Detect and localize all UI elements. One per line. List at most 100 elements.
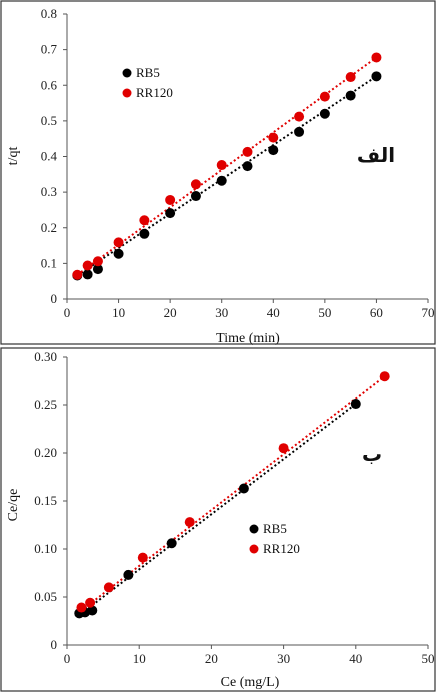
x-tick-label: 0 (64, 651, 71, 666)
data-points (72, 52, 382, 281)
x-tick-label: 60 (370, 305, 383, 320)
data-point-rb5 (139, 228, 150, 239)
data-point-rr120 (113, 237, 124, 248)
chart-panel-2: 0 10 20 30 40 50 0 0.05 0.10 0.15 0.20 0.25 0.30 Ce… (0, 347, 436, 692)
y-tick-label: 0.3 (41, 184, 57, 199)
data-point-rr120 (139, 215, 150, 226)
y-tick-label: 0.05 (34, 589, 57, 604)
x-tick-label: 40 (349, 651, 362, 666)
panel-label: الف (357, 143, 395, 167)
legend-label-rr120: RR120 (136, 85, 173, 100)
legend: RB5 RR120 (249, 521, 300, 556)
data-point-rr120 (103, 582, 114, 593)
legend-marker-rb5 (122, 68, 132, 78)
legend-label-rb5: RB5 (136, 65, 160, 80)
y-tick-label: 0.15 (34, 493, 57, 508)
data-point-rr120 (137, 552, 148, 563)
y-tick-label: 0.30 (34, 349, 57, 364)
trendline-rb5 (77, 403, 357, 617)
data-point-rr120 (242, 146, 253, 157)
data-point-rb5 (238, 483, 249, 494)
data-point-rb5 (123, 569, 134, 580)
y-tick-label: 0 (51, 291, 58, 306)
data-point-rb5 (350, 399, 361, 410)
plot-frame (0, 0, 436, 345)
data-point-rr120 (190, 179, 201, 190)
y-tick-label: 0.4 (41, 149, 58, 164)
y-tick-label: 0.2 (41, 220, 57, 235)
x-tick-label: 40 (267, 305, 280, 320)
trendline-rr120 (77, 375, 386, 615)
y-tick-label: 0.7 (41, 42, 58, 57)
data-point-rr120 (72, 269, 83, 280)
data-point-rb5 (190, 191, 201, 202)
x-tick-label: 30 (215, 305, 228, 320)
data-point-rr120 (76, 602, 87, 613)
x-tick-label: 30 (277, 651, 290, 666)
y-tick-label: 0.5 (41, 113, 57, 128)
y-tick-label: 0.6 (41, 77, 58, 92)
data-point-rb5 (294, 126, 305, 137)
legend-marker-rb5 (249, 524, 259, 534)
y-axis: 0 0.05 0.10 0.15 0.20 0.25 0.30 (34, 349, 68, 652)
x-tick-label: 50 (422, 651, 435, 666)
panel-label: ب (362, 442, 382, 466)
plot-frame (0, 347, 436, 692)
x-tick-label: 50 (318, 305, 331, 320)
x-axis: 0 10 20 30 40 50 60 70 (64, 298, 435, 320)
y-tick-label: 0.20 (34, 445, 57, 460)
data-point-rb5 (92, 264, 103, 275)
y-axis-title: t/qt (6, 147, 21, 166)
x-tick-label: 70 (422, 305, 435, 320)
x-tick-label: 0 (64, 305, 71, 320)
data-point-rr120 (82, 260, 93, 271)
data-point-rr120 (294, 111, 305, 122)
x-tick-label: 10 (133, 651, 146, 666)
chart-panel-1: 0 10 20 30 40 50 60 70 0 0.1 0.2 0.3 0.4 0.5 0.6 0.7 0.… (0, 0, 436, 346)
y-tick-label: 0.1 (41, 255, 57, 270)
data-point-rb5 (113, 248, 124, 259)
legend-marker-rr120 (122, 88, 132, 98)
legend: RB5 RR120 (122, 65, 173, 100)
legend-marker-rr120 (249, 544, 259, 554)
legend-label-rr120: RR120 (263, 541, 300, 556)
data-point-rb5 (165, 208, 176, 219)
data-point-rb5 (216, 175, 227, 186)
x-axis-title: Time (min) (216, 331, 280, 346)
x-tick-label: 10 (112, 305, 125, 320)
data-point-rb5 (319, 108, 330, 119)
data-point-rb5 (268, 145, 279, 156)
data-point-rr120 (319, 91, 330, 102)
x-axis-title: Ce (mg/L) (221, 675, 280, 690)
data-point-rr120 (379, 371, 390, 382)
y-tick-label: 0.8 (41, 6, 57, 21)
data-point-rb5 (166, 538, 177, 549)
data-point-rr120 (92, 256, 103, 267)
data-point-rr120 (371, 52, 382, 63)
data-point-rb5 (82, 269, 93, 280)
data-point-rr120 (345, 72, 356, 83)
data-point-rb5 (242, 161, 253, 172)
data-points (74, 371, 390, 619)
data-point-rr120 (278, 443, 289, 454)
legend-label-rb5: RB5 (263, 521, 287, 536)
data-point-rb5 (87, 605, 98, 616)
trendline-rb5 (76, 75, 377, 277)
data-point-rr120 (184, 517, 195, 528)
data-point-rr120 (268, 132, 279, 143)
x-tick-label: 20 (205, 651, 218, 666)
data-point-rb5 (345, 90, 356, 101)
x-axis: 0 10 20 30 40 50 (64, 644, 435, 666)
y-tick-label: 0.25 (34, 397, 57, 412)
data-point-rb5 (371, 71, 382, 82)
y-axis: 0 0.1 0.2 0.3 0.4 0.5 0.6 0.7 0.8 (41, 6, 68, 306)
y-tick-label: 0.10 (34, 541, 57, 556)
trendline-rr120 (76, 56, 378, 276)
data-point-rr120 (165, 194, 176, 205)
data-point-rr120 (85, 597, 96, 608)
y-tick-label: 0 (51, 637, 58, 652)
x-tick-label: 20 (164, 305, 177, 320)
trendlines (76, 56, 378, 277)
y-axis-title: Ce/qe (6, 489, 21, 522)
